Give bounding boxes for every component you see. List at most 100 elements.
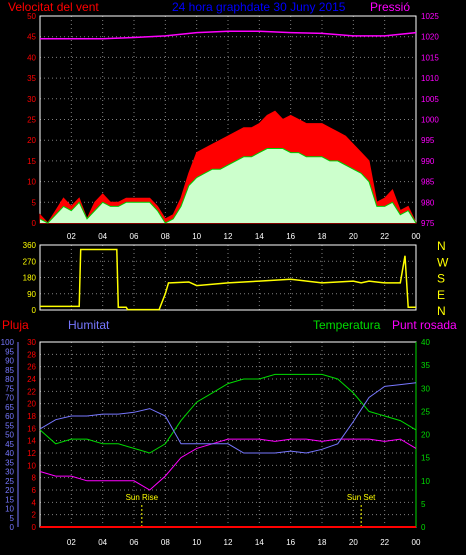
y-tick-humidity: 65 xyxy=(5,403,14,412)
y-tick-humidity: 70 xyxy=(5,394,14,403)
y-tick-pressure: 1000 xyxy=(421,116,439,125)
y-tick-humidity: 100 xyxy=(1,338,15,347)
x-tick-label: 02 xyxy=(67,232,76,241)
y-tick-rain: 0 xyxy=(32,523,37,532)
y-tick-pressure: 1020 xyxy=(421,33,439,42)
y-tick-temperature: 25 xyxy=(421,407,430,416)
y-tick-humidity: 45 xyxy=(5,440,14,449)
temperature-line xyxy=(39,373,417,454)
y-tick-wind: 25 xyxy=(27,116,36,125)
x-tick-label: 16 xyxy=(286,232,295,241)
y-tick-pressure: 980 xyxy=(421,198,435,207)
y-tick-rain: 30 xyxy=(27,338,36,347)
wind-direction-line xyxy=(40,248,416,311)
average-wind-line xyxy=(39,148,417,224)
x-tick-label: 00 xyxy=(412,538,421,547)
y-tick-wind: 15 xyxy=(27,157,36,166)
y-tick-wind: 30 xyxy=(27,95,36,104)
x-tick-label: 08 xyxy=(161,232,170,241)
y-tick-direction: 180 xyxy=(23,274,37,283)
x-tick-label: 22 xyxy=(380,538,389,547)
rain-label: Pluja xyxy=(2,318,29,332)
y-tick-temperature: 40 xyxy=(421,338,430,347)
x-tick-label: 04 xyxy=(98,232,107,241)
dewpoint-label: Punt rosada xyxy=(392,318,457,332)
y-tick-direction: 90 xyxy=(27,290,36,299)
y-tick-temperature: 35 xyxy=(421,361,430,370)
y-tick-rain: 20 xyxy=(27,400,36,409)
y-tick-temperature: 0 xyxy=(421,523,426,532)
pressure-line xyxy=(40,30,417,40)
y-tick-temperature: 5 xyxy=(421,500,426,509)
y-tick-humidity: 25 xyxy=(5,477,14,486)
y-tick-direction: 360 xyxy=(23,241,37,250)
y-tick-humidity: 80 xyxy=(5,375,14,384)
x-tick-label: 04 xyxy=(98,538,107,547)
compass-label: N xyxy=(437,239,446,253)
wind-speed-panel: 0510152025303540455097598098599099510001… xyxy=(27,12,439,241)
y-tick-wind: 5 xyxy=(32,198,37,207)
x-tick-label: 16 xyxy=(286,538,295,547)
y-tick-temperature: 30 xyxy=(421,384,430,393)
y-tick-pressure: 975 xyxy=(421,219,435,228)
y-tick-humidity: 15 xyxy=(5,495,14,504)
x-tick-label: 08 xyxy=(161,538,170,547)
x-tick-label: 12 xyxy=(224,232,233,241)
y-tick-temperature: 10 xyxy=(421,477,430,486)
wind-speed-title: Velocitat del vent xyxy=(8,0,99,14)
y-tick-wind: 20 xyxy=(27,136,36,145)
y-tick-direction: 0 xyxy=(32,306,37,315)
y-tick-humidity: 55 xyxy=(5,421,14,430)
y-tick-wind: 0 xyxy=(32,219,37,228)
y-tick-wind: 40 xyxy=(27,53,36,62)
y-tick-humidity: 60 xyxy=(5,412,14,421)
y-tick-wind: 45 xyxy=(27,33,36,42)
y-tick-pressure: 1025 xyxy=(421,12,439,21)
x-tick-label: 20 xyxy=(349,538,358,547)
humidity-label: Humitat xyxy=(68,318,110,332)
x-tick-label: 18 xyxy=(318,232,327,241)
x-tick-label: 20 xyxy=(349,232,358,241)
y-tick-temperature: 15 xyxy=(421,454,430,463)
x-tick-label: 02 xyxy=(67,538,76,547)
compass-label: N xyxy=(437,304,446,318)
y-tick-pressure: 1015 xyxy=(421,53,439,62)
chart-date-title: 24 hora graphdate 30 Juny 2015 xyxy=(172,0,346,14)
y-tick-pressure: 1005 xyxy=(421,95,439,104)
humidity-line xyxy=(39,382,417,454)
x-tick-label: 12 xyxy=(224,538,233,547)
y-tick-rain: 26 xyxy=(27,363,36,372)
y-tick-rain: 24 xyxy=(27,375,36,384)
y-tick-rain: 10 xyxy=(27,461,36,470)
temperature-humidity-panel: 0510152025303540455055606570758085909510… xyxy=(1,338,431,547)
sunrise-label: Sun Rise xyxy=(126,493,159,502)
y-tick-rain: 14 xyxy=(27,437,36,446)
y-tick-rain: 18 xyxy=(27,412,36,421)
compass-label: E xyxy=(437,288,445,302)
y-tick-wind: 50 xyxy=(27,12,36,21)
y-tick-rain: 16 xyxy=(27,424,36,433)
y-tick-humidity: 0 xyxy=(10,523,15,532)
y-tick-direction: 270 xyxy=(23,257,37,266)
x-tick-label: 14 xyxy=(255,538,264,547)
y-tick-humidity: 5 xyxy=(10,514,15,523)
y-tick-rain: 8 xyxy=(32,474,37,483)
y-tick-humidity: 95 xyxy=(5,347,14,356)
x-tick-label: 10 xyxy=(192,538,201,547)
y-tick-rain: 28 xyxy=(27,350,36,359)
dewpoint-line xyxy=(39,438,417,491)
x-tick-label: 06 xyxy=(130,232,139,241)
temperature-label: Temperatura xyxy=(313,318,381,332)
x-tick-label: 22 xyxy=(380,232,389,241)
y-tick-humidity: 30 xyxy=(5,468,14,477)
y-tick-rain: 4 xyxy=(32,498,37,507)
y-tick-humidity: 35 xyxy=(5,458,14,467)
plot-frame xyxy=(39,244,417,311)
y-tick-rain: 22 xyxy=(27,387,36,396)
y-tick-pressure: 990 xyxy=(421,157,435,166)
x-tick-label: 00 xyxy=(412,232,421,241)
y-tick-humidity: 85 xyxy=(5,366,14,375)
y-tick-rain: 2 xyxy=(32,511,37,520)
